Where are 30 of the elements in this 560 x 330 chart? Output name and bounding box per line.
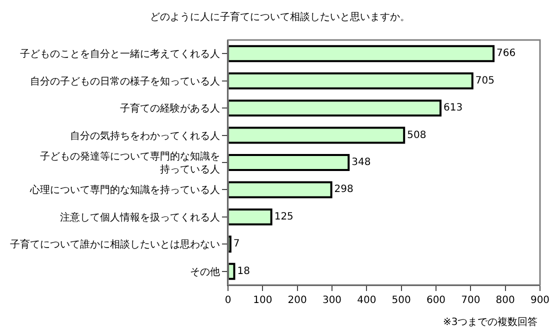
y-tick-label: 子育ての経験がある人 bbox=[120, 102, 220, 115]
data-label: 766 bbox=[496, 48, 516, 60]
y-tick-label: その他 bbox=[190, 266, 220, 278]
x-tick-label: 700 bbox=[461, 295, 480, 306]
data-label: 7 bbox=[233, 238, 240, 250]
x-tick-label: 200 bbox=[288, 295, 307, 306]
x-tick-label: 400 bbox=[357, 295, 376, 306]
y-tick-label: 子育てについて誰かに相談したいとは思わない bbox=[10, 238, 220, 251]
data-label: 348 bbox=[352, 157, 371, 168]
data-label: 705 bbox=[475, 75, 494, 86]
y-tick-label: 自分の子どもの日常の様子を知っている人 bbox=[30, 75, 220, 88]
x-tick-label: 100 bbox=[253, 295, 272, 306]
y-tick-label: 子どもの発達等について専門的な知識を持っている人 bbox=[40, 150, 220, 176]
chart-title: どのように人に子育てについて相談したいと思いますか。 bbox=[150, 11, 410, 24]
y-tick-label: 心理について専門的な知識を持っている人 bbox=[29, 184, 220, 196]
data-label: 508 bbox=[407, 130, 426, 141]
text: ※3つまでの複数回答 bbox=[443, 316, 538, 328]
data-label: 125 bbox=[274, 211, 294, 222]
x-tick-label: 900 bbox=[530, 295, 550, 306]
y-tick-label: 自分の気持ちをわかってくれる人 bbox=[70, 130, 220, 142]
x-tick-label: 600 bbox=[426, 295, 446, 306]
y-tick-label: 注意して個人情報を扱ってくれる人 bbox=[60, 211, 220, 224]
y-tick-label: 子どものことを自分と一緒に考えてくれる人 bbox=[20, 48, 220, 60]
x-tick-label: 300 bbox=[322, 295, 342, 306]
data-label: 613 bbox=[444, 102, 463, 114]
x-tick-label: 800 bbox=[496, 295, 515, 306]
data-label: 18 bbox=[237, 266, 250, 277]
x-tick-label: 0 bbox=[224, 295, 232, 306]
data-label: 298 bbox=[334, 184, 354, 196]
x-tick-label: 500 bbox=[392, 295, 411, 306]
